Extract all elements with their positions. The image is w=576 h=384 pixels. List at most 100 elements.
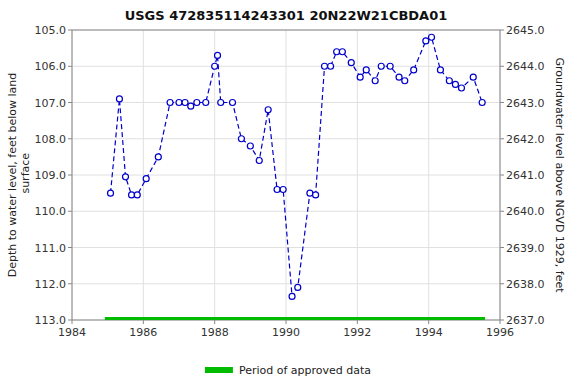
data-point bbox=[176, 100, 182, 106]
y-tick bbox=[68, 66, 72, 67]
y2-tick bbox=[500, 30, 504, 31]
grid-line-y bbox=[72, 138, 500, 139]
data-line bbox=[111, 37, 483, 296]
data bbox=[105, 34, 485, 320]
data-point bbox=[429, 34, 435, 40]
data-point bbox=[280, 187, 286, 193]
y-tick-label: 113.0 bbox=[35, 314, 67, 327]
x-tick bbox=[214, 320, 215, 324]
data-point bbox=[378, 63, 384, 69]
data-point bbox=[470, 74, 476, 80]
data-point bbox=[155, 154, 161, 160]
y-tick bbox=[68, 211, 72, 212]
y2-tick-label: 2640.0 bbox=[506, 205, 545, 218]
y2-axis-label: Groundwater level above NGVD 1929, feet bbox=[553, 57, 566, 293]
y-tick bbox=[68, 175, 72, 176]
series-line bbox=[105, 317, 485, 320]
y-axis-label-line: surface bbox=[19, 153, 32, 197]
data-point bbox=[116, 96, 122, 102]
data-point bbox=[203, 100, 209, 106]
data-point bbox=[295, 284, 301, 290]
legend-swatch bbox=[205, 367, 233, 373]
y2-tick bbox=[500, 138, 504, 139]
grid-line-y bbox=[72, 211, 500, 212]
y2-tick-label: 2641.0 bbox=[506, 169, 545, 182]
data-point bbox=[458, 85, 464, 91]
x-tick-label: 1988 bbox=[201, 326, 229, 339]
chart: 1984198619881990199219941996105.0106.010… bbox=[0, 0, 576, 384]
y2-tick bbox=[500, 320, 504, 321]
x-tick-label: 1990 bbox=[272, 326, 300, 339]
background bbox=[0, 0, 576, 384]
data-point bbox=[363, 67, 369, 73]
y2-tick bbox=[500, 247, 504, 248]
y-tick bbox=[68, 247, 72, 248]
data-point bbox=[313, 192, 319, 198]
y-tick-label: 108.0 bbox=[35, 133, 67, 146]
data-point bbox=[452, 81, 458, 87]
grid-line-y bbox=[72, 66, 500, 67]
data-point bbox=[182, 100, 188, 106]
data-point bbox=[212, 63, 218, 69]
data-point bbox=[372, 78, 378, 84]
data-point bbox=[446, 78, 452, 84]
grid-line-y bbox=[72, 175, 500, 176]
data-point bbox=[322, 63, 328, 69]
data-point bbox=[339, 49, 345, 55]
y2-tick bbox=[500, 211, 504, 212]
x-tick-label: 1986 bbox=[129, 326, 157, 339]
legend: Period of approved data bbox=[205, 364, 371, 377]
x-tick bbox=[357, 320, 358, 324]
y-tick-label: 109.0 bbox=[35, 169, 67, 182]
y-tick-label: 112.0 bbox=[35, 278, 67, 291]
x-tick-label: 1984 bbox=[58, 326, 86, 339]
y2-tick bbox=[500, 102, 504, 103]
data-point bbox=[307, 190, 313, 196]
grid bbox=[72, 30, 500, 320]
data-point bbox=[274, 187, 280, 193]
data-point bbox=[396, 74, 402, 80]
y-tick-label: 105.0 bbox=[35, 24, 67, 37]
data-point bbox=[230, 100, 236, 106]
data-point bbox=[411, 67, 417, 73]
plot-frame bbox=[72, 30, 500, 320]
y-tick-label: 111.0 bbox=[35, 242, 67, 255]
data-point bbox=[289, 293, 295, 299]
axes: 1984198619881990199219941996105.0106.010… bbox=[35, 24, 545, 339]
y-tick bbox=[68, 138, 72, 139]
data-point bbox=[134, 192, 140, 198]
grid-line-y bbox=[72, 283, 500, 284]
x-tick-label: 1996 bbox=[486, 326, 514, 339]
data-point bbox=[188, 103, 194, 109]
data-point bbox=[167, 100, 173, 106]
data-point bbox=[218, 100, 224, 106]
y-tick bbox=[68, 102, 72, 103]
y-tick bbox=[68, 283, 72, 284]
y2-tick-label: 2637.0 bbox=[506, 314, 545, 327]
data-point bbox=[265, 107, 271, 113]
data-point bbox=[423, 38, 429, 44]
data-point bbox=[334, 49, 340, 55]
x-tick-label: 1994 bbox=[415, 326, 443, 339]
y-axis-label-line: Depth to water level, feet below land bbox=[6, 73, 19, 278]
y2-tick-label: 2645.0 bbox=[506, 24, 545, 37]
y2-tick-label: 2642.0 bbox=[506, 133, 545, 146]
grid-line-y bbox=[72, 102, 500, 103]
data-point bbox=[479, 100, 485, 106]
y2-tick bbox=[500, 283, 504, 284]
data-point bbox=[387, 63, 393, 69]
data-point bbox=[123, 174, 129, 180]
x-tick bbox=[143, 320, 144, 324]
y-tick bbox=[68, 320, 72, 321]
data-point bbox=[215, 52, 221, 58]
x-tick bbox=[72, 320, 73, 324]
y2-tick-label: 2643.0 bbox=[506, 97, 545, 110]
x-tick bbox=[428, 320, 429, 324]
y2-tick bbox=[500, 175, 504, 176]
y-tick-label: 106.0 bbox=[35, 60, 67, 73]
data-point bbox=[129, 192, 135, 198]
y2-tick bbox=[500, 66, 504, 67]
y2-tick-label: 2639.0 bbox=[506, 242, 545, 255]
data-point bbox=[437, 67, 443, 73]
data-point bbox=[247, 143, 253, 149]
